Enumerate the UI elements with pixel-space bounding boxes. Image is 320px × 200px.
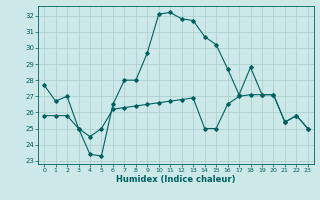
X-axis label: Humidex (Indice chaleur): Humidex (Indice chaleur) [116, 175, 236, 184]
